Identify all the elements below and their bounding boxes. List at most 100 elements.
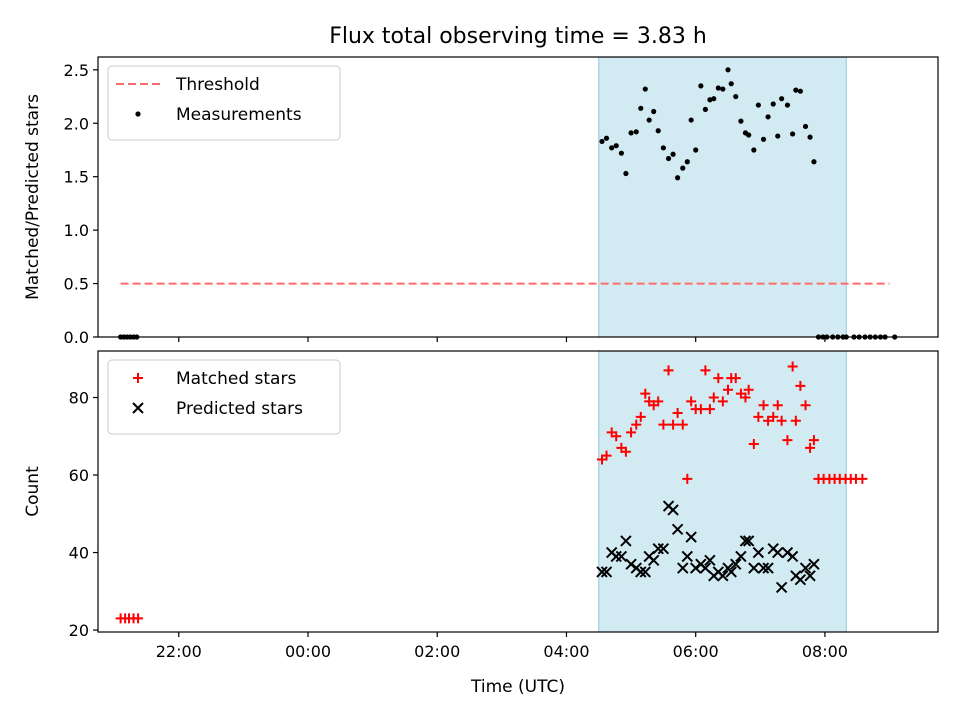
data-point	[603, 135, 610, 141]
data-point	[651, 108, 657, 115]
data-point	[772, 546, 784, 559]
data-point	[680, 165, 686, 171]
y-axis-label: Count	[23, 466, 43, 517]
data-point	[626, 427, 637, 438]
y-tick-label: 60	[69, 466, 89, 485]
data-point	[795, 380, 806, 391]
plot-frame	[97, 350, 939, 633]
observing-window	[598, 56, 847, 338]
data-point	[653, 396, 664, 407]
data-point	[808, 558, 820, 570]
data-point	[779, 96, 785, 102]
data-point	[677, 562, 689, 574]
data-point	[655, 128, 661, 134]
data-point	[672, 408, 683, 419]
data-point	[762, 562, 774, 574]
data-point	[770, 101, 776, 107]
data-point	[647, 554, 660, 567]
data-point	[711, 96, 717, 102]
data-point	[640, 388, 651, 399]
series-0	[115, 361, 868, 624]
data-point	[623, 170, 629, 177]
data-point	[857, 473, 868, 484]
data-point	[639, 566, 651, 578]
data-point	[601, 450, 612, 461]
data-point	[735, 550, 747, 563]
legend-swatch	[133, 373, 143, 383]
x-tick-label: 04:00	[543, 642, 589, 661]
data-point	[599, 138, 605, 145]
data-point	[738, 118, 744, 124]
data-point	[725, 566, 737, 578]
data-point	[720, 86, 726, 92]
legend-box	[107, 65, 341, 141]
data-point	[620, 535, 632, 547]
data-point	[635, 411, 646, 422]
series-1	[596, 500, 820, 594]
data-point	[646, 117, 652, 123]
data-point	[698, 83, 704, 89]
data-point	[688, 117, 694, 123]
data-point	[695, 404, 706, 415]
data-point	[751, 147, 757, 153]
data-point	[811, 159, 817, 165]
chart-title: Flux total observing time = 3.83 h	[329, 24, 707, 49]
data-point	[620, 446, 631, 457]
legend-box	[107, 359, 341, 435]
data-point	[700, 365, 711, 376]
data-point	[797, 88, 803, 94]
data-point	[740, 392, 751, 403]
data-point	[775, 581, 788, 594]
data-point	[765, 114, 771, 120]
data-point	[631, 419, 642, 430]
plot-frame	[97, 56, 939, 338]
data-point	[684, 159, 690, 165]
data-point	[733, 93, 739, 100]
data-point	[748, 562, 760, 574]
data-point	[635, 566, 647, 578]
x-tick-label: 22:00	[156, 642, 202, 661]
data-point	[757, 562, 770, 574]
data-point	[730, 373, 741, 384]
data-point	[660, 145, 666, 151]
data-point	[670, 151, 676, 157]
data-point	[667, 504, 679, 516]
data-point	[782, 435, 793, 446]
data-point	[628, 130, 634, 136]
ratio-panel: 0.0 0.5 1.0 1.5 2.0 2.5 Matched/Predicted star…	[23, 56, 939, 347]
observing-window	[598, 350, 847, 633]
data-point	[675, 175, 681, 181]
data-point	[610, 550, 622, 563]
data-point	[725, 67, 731, 73]
y-tick-label: 20	[69, 621, 89, 640]
data-point	[658, 419, 669, 430]
data-point	[808, 435, 819, 446]
data-point	[704, 404, 715, 415]
data-point	[753, 411, 764, 422]
data-point	[615, 550, 628, 563]
data-point	[786, 550, 799, 563]
y-axis-label: Matched/Predicted stars	[23, 94, 43, 300]
data-point	[730, 558, 742, 570]
x-tick-label: 02:00	[414, 642, 460, 661]
legend: Threshold Measurements	[107, 65, 341, 141]
data-point	[728, 81, 734, 87]
data-point	[596, 566, 608, 578]
data-point	[768, 411, 779, 422]
data-point	[800, 400, 811, 411]
data-point	[717, 396, 728, 407]
data-point	[642, 86, 648, 92]
data-point	[787, 361, 798, 372]
data-point	[682, 473, 693, 484]
data-point	[717, 570, 729, 582]
data-point	[600, 566, 613, 578]
data-point	[693, 147, 699, 153]
data-point	[708, 392, 719, 403]
legend-swatch	[132, 402, 144, 414]
data-point	[776, 415, 787, 426]
x-tick-label: 00:00	[285, 642, 331, 661]
y-tick-label: 40	[69, 544, 89, 563]
data-point	[793, 87, 799, 93]
data-point	[760, 136, 767, 142]
